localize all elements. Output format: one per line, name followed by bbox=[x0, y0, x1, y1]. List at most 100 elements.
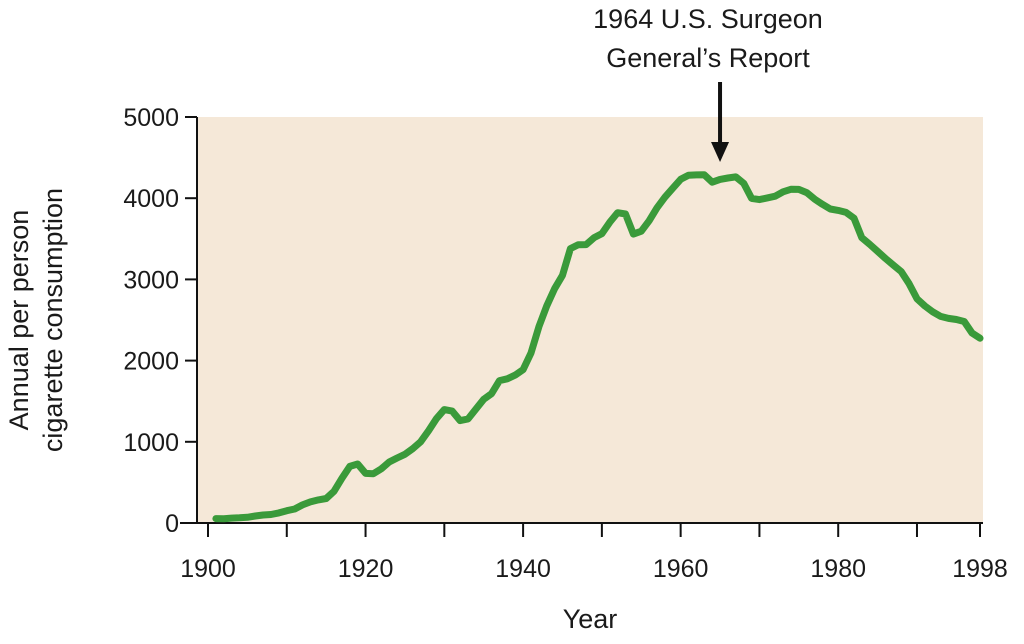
data-point bbox=[891, 263, 895, 267]
y-axis-title-line-2: cigarette consumption bbox=[38, 188, 68, 452]
annotation-line-1: 1964 U.S. Surgeon bbox=[593, 4, 823, 34]
data-point bbox=[560, 273, 564, 277]
data-point bbox=[584, 243, 588, 247]
data-point bbox=[482, 397, 486, 401]
data-point bbox=[403, 452, 407, 456]
data-point bbox=[663, 195, 667, 199]
data-point bbox=[356, 462, 360, 466]
data-point bbox=[828, 207, 832, 211]
data-point bbox=[387, 460, 391, 464]
data-point bbox=[805, 191, 809, 195]
consumption-line bbox=[212, 171, 984, 523]
y-axis-title-line-1: Annual per person bbox=[4, 210, 34, 431]
data-point bbox=[553, 287, 557, 291]
data-point bbox=[687, 173, 691, 177]
x-tick-label: 1998 bbox=[952, 555, 1008, 583]
data-point bbox=[592, 236, 596, 240]
x-tick-label: 1900 bbox=[180, 555, 236, 583]
data-point bbox=[710, 180, 714, 184]
data-point bbox=[521, 368, 525, 372]
data-point bbox=[293, 507, 297, 511]
data-point bbox=[490, 392, 494, 396]
data-point bbox=[639, 229, 643, 233]
x-tick-label: 1960 bbox=[653, 555, 709, 583]
data-point bbox=[308, 500, 312, 504]
data-point bbox=[253, 514, 257, 518]
data-point bbox=[261, 513, 265, 517]
data-point bbox=[876, 249, 880, 253]
x-axis-title: Year bbox=[563, 604, 618, 634]
data-point bbox=[324, 496, 328, 500]
data-point bbox=[946, 316, 950, 320]
data-point bbox=[679, 177, 683, 181]
data-point bbox=[954, 318, 958, 322]
data-point bbox=[773, 194, 777, 198]
surgeon-general-annotation: 1964 U.S. Surgeon General’s Report bbox=[593, 4, 823, 162]
y-tick-label: 3000 bbox=[123, 266, 179, 294]
data-point bbox=[513, 373, 517, 377]
data-point bbox=[316, 498, 320, 502]
data-point bbox=[340, 476, 344, 480]
data-point bbox=[860, 236, 864, 240]
data-point bbox=[450, 409, 454, 413]
data-point bbox=[907, 282, 911, 286]
data-point bbox=[852, 216, 856, 220]
data-point bbox=[962, 320, 966, 324]
annotation-arrow-head bbox=[711, 142, 730, 162]
data-point bbox=[434, 417, 438, 421]
data-point bbox=[371, 472, 375, 476]
data-point bbox=[970, 331, 974, 335]
data-point bbox=[545, 304, 549, 308]
x-tick-label: 1920 bbox=[338, 555, 394, 583]
data-point bbox=[671, 186, 675, 190]
data-point bbox=[301, 503, 305, 507]
data-point bbox=[245, 515, 249, 519]
data-point bbox=[395, 456, 399, 460]
data-point bbox=[702, 173, 706, 177]
data-point bbox=[269, 512, 273, 516]
data-point bbox=[624, 212, 628, 216]
data-point bbox=[411, 447, 415, 451]
data-point bbox=[883, 257, 887, 261]
data-point bbox=[458, 419, 462, 423]
data-point bbox=[427, 429, 431, 433]
y-axis: 0 1000 2000 3000 4000 5000 bbox=[123, 104, 198, 538]
data-point bbox=[797, 187, 801, 191]
data-point bbox=[915, 297, 919, 301]
data-point bbox=[474, 407, 478, 411]
data-point bbox=[726, 176, 730, 180]
data-point bbox=[537, 325, 541, 329]
data-point bbox=[820, 202, 824, 206]
data-point bbox=[419, 440, 423, 444]
data-point bbox=[734, 175, 738, 179]
y-tick-label: 5000 bbox=[123, 104, 179, 132]
data-point bbox=[442, 408, 446, 412]
data-point bbox=[781, 190, 785, 194]
data-point bbox=[923, 304, 927, 308]
data-point bbox=[931, 310, 935, 314]
annotation-line-2: General’s Report bbox=[606, 43, 810, 73]
y-tick-label: 4000 bbox=[123, 185, 179, 213]
y-tick-label: 1000 bbox=[123, 429, 179, 457]
x-axis: 1900 1920 1940 1960 1980 1998 bbox=[180, 522, 1008, 583]
data-point bbox=[568, 247, 572, 251]
data-point bbox=[836, 208, 840, 212]
data-point bbox=[939, 314, 943, 318]
x-tick-label: 1940 bbox=[495, 555, 551, 583]
data-point bbox=[655, 206, 659, 210]
data-point bbox=[529, 351, 533, 355]
data-point bbox=[750, 196, 754, 200]
data-point bbox=[379, 467, 383, 471]
data-point bbox=[497, 379, 501, 383]
data-point bbox=[868, 242, 872, 246]
data-point bbox=[214, 517, 218, 521]
data-point bbox=[277, 511, 281, 515]
data-point bbox=[505, 377, 509, 381]
data-point bbox=[899, 270, 903, 274]
data-point bbox=[364, 471, 368, 475]
data-point bbox=[647, 219, 651, 223]
data-point bbox=[616, 211, 620, 215]
data-point bbox=[238, 516, 242, 520]
data-point bbox=[742, 181, 746, 185]
data-point bbox=[222, 517, 226, 521]
